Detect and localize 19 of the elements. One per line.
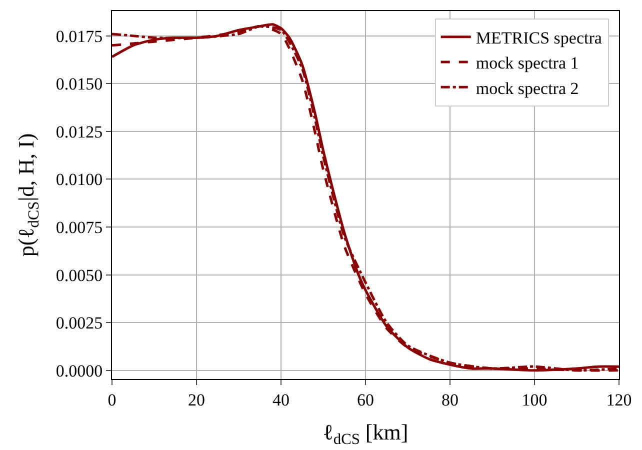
y-tick-label: 0.0100 [56,170,103,190]
y-tick-label: 0.0050 [56,266,103,285]
x-tick-label: 60 [357,390,374,410]
y-tick-label: 0.0000 [56,361,103,380]
legend-label: mock spectra 2 [476,78,579,98]
y-tick-label: 0.0175 [56,26,103,46]
y-tick-label: 0.0150 [56,74,103,94]
legend-label: mock spectra 1 [476,54,579,73]
x-tick-label: 0 [108,390,116,410]
y-tick-label: 0.0075 [56,218,103,237]
x-axis-title: ℓ$_{dCS}$ [km] [322,419,408,448]
x-tick-label: 100 [522,390,548,410]
y-tick-label: 0.0025 [56,314,103,333]
x-tick-label: 120 [606,390,632,410]
x-tick-label: 80 [442,390,458,410]
y-tick-label: 0.0125 [56,122,103,142]
legend-label: METRICS spectra [476,28,602,48]
x-tick-label: 40 [272,390,290,410]
x-tick-label: 20 [188,390,205,410]
